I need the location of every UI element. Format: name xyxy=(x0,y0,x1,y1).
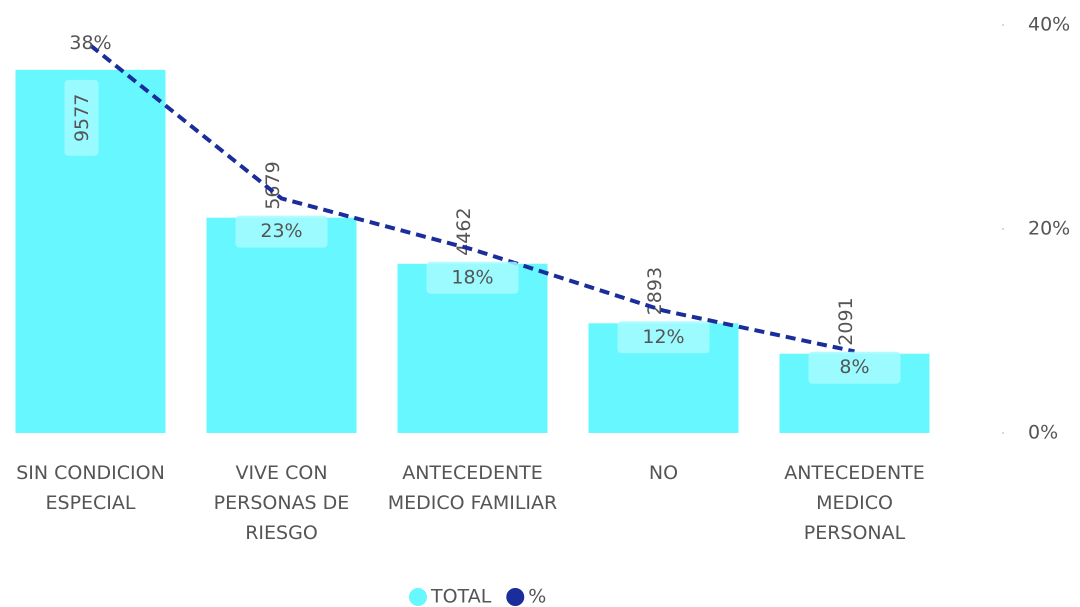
y2-tick-mark xyxy=(1002,432,1004,434)
y2-tick-label: 0% xyxy=(1028,422,1058,444)
line-label-box xyxy=(808,351,901,384)
line-label-box xyxy=(617,321,710,354)
bar-label-box xyxy=(64,79,99,156)
line-label-box xyxy=(235,215,328,248)
line-value-label: 23% xyxy=(260,220,302,242)
bar-label-group: 2893 xyxy=(644,267,666,315)
y2-tick-mark xyxy=(1002,24,1004,26)
line-value-label: 8% xyxy=(839,356,869,378)
bar-value-label: 2893 xyxy=(644,267,666,315)
line xyxy=(89,43,855,354)
x-tick-label: VIVE CON PERSONAS DE RIESGO xyxy=(213,462,350,544)
x-tick-label: NO xyxy=(648,462,679,484)
legend-swatch xyxy=(506,588,525,606)
y2-tick-mark xyxy=(1002,228,1004,230)
x-tick-label: ANTECEDENTE MEDICO PERSONAL xyxy=(784,462,925,544)
bar-value-label: 2091 xyxy=(835,297,857,345)
bar-label-group: 4462 xyxy=(453,207,475,255)
bar-label-group: 9577 xyxy=(64,79,99,156)
bar-value-label: 4462 xyxy=(453,207,475,255)
legend-label: TOTAL xyxy=(430,586,492,607)
line-value-label: 12% xyxy=(642,326,684,348)
bar-label-group: 2091 xyxy=(835,297,857,345)
x-tick-label: SIN CONDICION ESPECIAL xyxy=(16,462,165,514)
y2-tick-label: 20% xyxy=(1028,218,1070,240)
legend-label: % xyxy=(528,586,546,607)
line-value-label: 38% xyxy=(69,32,111,54)
line-label-box xyxy=(426,261,519,294)
line-value-label: 18% xyxy=(451,266,493,288)
legend-swatch xyxy=(409,588,427,606)
bar-value-label: 9577 xyxy=(71,94,93,142)
x-tick-label: ANTECEDENTE MEDICO FAMILIAR xyxy=(387,462,558,514)
y2-tick-label: 40% xyxy=(1028,14,1070,36)
bar xyxy=(206,217,357,433)
